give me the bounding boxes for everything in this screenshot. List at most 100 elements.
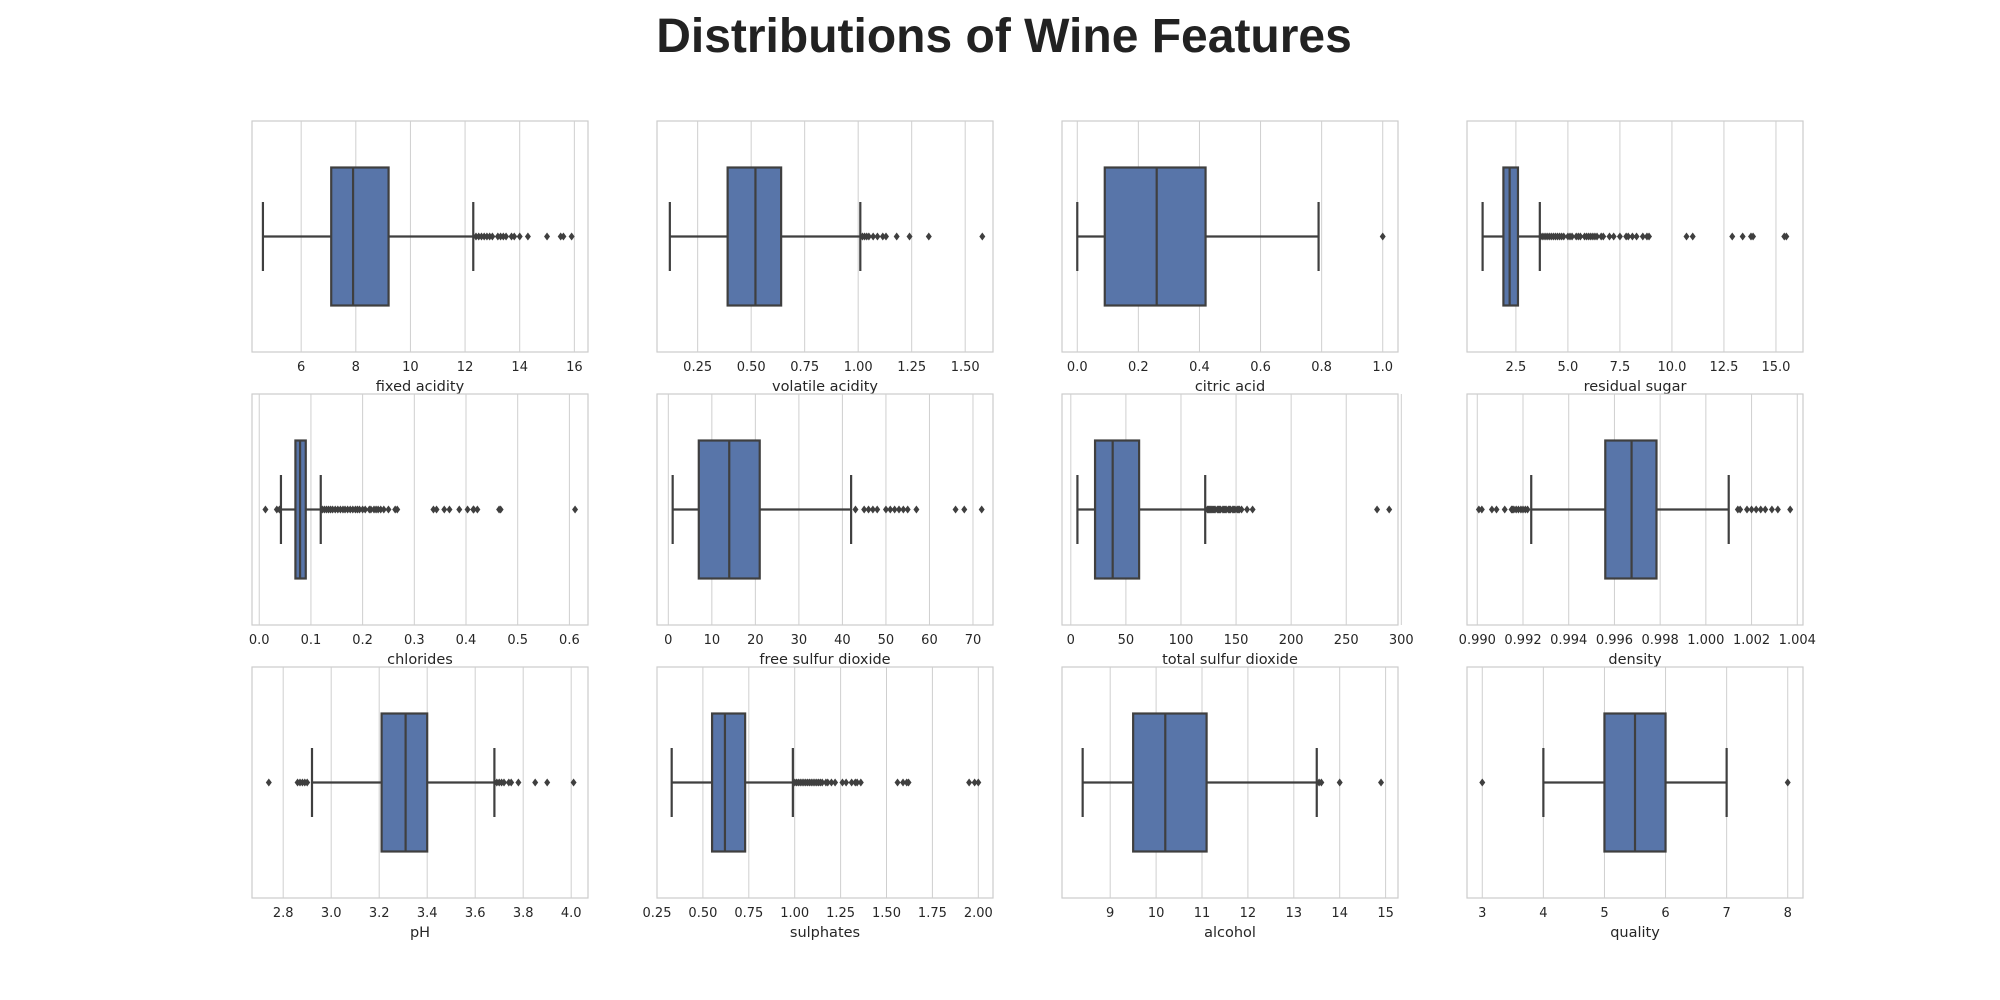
x-tick-label: 0.50 bbox=[737, 360, 766, 375]
x-tick-label: 1.004 bbox=[1779, 633, 1816, 648]
subplot-free-sulfur-dioxide: 0 10 20 30 40 50 60 70 free sulfur dioxide bbox=[656, 393, 994, 668]
x-tick-label: 300 bbox=[1389, 633, 1414, 648]
x-axis-label: free sulfur dioxide bbox=[759, 652, 890, 668]
x-tick-label: 60 bbox=[921, 633, 938, 648]
outlier-marker bbox=[828, 778, 835, 787]
x-tick-label: 15.0 bbox=[1761, 360, 1790, 375]
x-tick-label: 1.75 bbox=[918, 906, 947, 921]
x-tick-label: 1.000 bbox=[1687, 633, 1724, 648]
outlier-marker bbox=[1768, 505, 1775, 514]
outlier-marker bbox=[1629, 232, 1636, 241]
subplot-density: 0.990 0.992 0.994 0.996 0.998 1.000 1.002 1.004… bbox=[1459, 393, 1816, 668]
x-tick-label: 3.4 bbox=[417, 906, 438, 921]
x-tick-label: 0.1 bbox=[301, 633, 322, 648]
outlier-marker bbox=[1784, 778, 1791, 787]
x-tick-label: 0.4 bbox=[1189, 360, 1210, 375]
outlier-marker bbox=[861, 505, 868, 514]
x-tick-label: 1.50 bbox=[872, 906, 901, 921]
x-tick-label: 150 bbox=[1224, 633, 1249, 648]
outlier-marker bbox=[276, 505, 283, 514]
x-tick-label: 8 bbox=[1784, 906, 1792, 921]
x-tick-label: 12.5 bbox=[1709, 360, 1738, 375]
x-tick-label: 0.992 bbox=[1504, 633, 1541, 648]
outlier-marker bbox=[1478, 505, 1485, 514]
x-tick-label: 0.6 bbox=[1250, 360, 1271, 375]
x-tick-label: 10 bbox=[704, 633, 721, 648]
outlier-marker bbox=[1639, 232, 1646, 241]
outlier-marker bbox=[1625, 232, 1632, 241]
x-tick-label: 20 bbox=[747, 633, 764, 648]
x-tick-label: 50 bbox=[878, 633, 895, 648]
x-tick-label: 1.002 bbox=[1733, 633, 1770, 648]
subplot-volatile-acidity: 0.25 0.50 0.75 1.00 1.25 1.50 volatile acidity bbox=[656, 120, 994, 395]
outlier-marker bbox=[1378, 778, 1385, 787]
outlier-marker bbox=[1610, 232, 1617, 241]
outlier-marker bbox=[1774, 505, 1781, 514]
outlier-marker bbox=[515, 778, 522, 787]
x-tick-label: 200 bbox=[1279, 633, 1304, 648]
x-tick-label: 4.0 bbox=[561, 906, 582, 921]
outlier-marker bbox=[1633, 232, 1640, 241]
outlier-marker bbox=[516, 232, 523, 241]
x-tick-label: 14 bbox=[1331, 906, 1348, 921]
outlier-marker bbox=[887, 505, 894, 514]
outlier-marker bbox=[832, 778, 839, 787]
outlier-marker bbox=[385, 505, 392, 514]
outlier-marker bbox=[356, 505, 363, 514]
outlier-marker bbox=[819, 778, 826, 787]
x-tick-label: 1.00 bbox=[844, 360, 873, 375]
outlier-marker bbox=[1750, 232, 1757, 241]
outlier-marker bbox=[966, 778, 973, 787]
outlier-marker bbox=[906, 232, 913, 241]
outlier-marker bbox=[978, 505, 985, 514]
x-tick-label: 6 bbox=[1661, 906, 1669, 921]
x-tick-label: 8 bbox=[352, 360, 360, 375]
subplot-sulphates: 0.25 0.50 0.75 1.00 1.25 1.50 1.75 2.00 sulphate… bbox=[643, 666, 994, 941]
outlier-marker bbox=[895, 505, 902, 514]
x-tick-label: 0.8 bbox=[1311, 360, 1332, 375]
figure-title: Distributions of Wine Features bbox=[656, 10, 1352, 63]
x-tick-label: 5.0 bbox=[1558, 360, 1579, 375]
outlier-marker bbox=[1616, 232, 1623, 241]
x-tick-label: 30 bbox=[791, 633, 808, 648]
x-axis-label: volatile acidity bbox=[772, 379, 878, 395]
x-axis-label: citric acid bbox=[1195, 379, 1265, 395]
outlier-marker bbox=[544, 778, 551, 787]
outlier-marker bbox=[1244, 505, 1251, 514]
outlier-marker bbox=[1594, 232, 1601, 241]
outlier-marker bbox=[1374, 505, 1381, 514]
x-tick-label: 7.5 bbox=[1610, 360, 1631, 375]
outlier-marker bbox=[1729, 232, 1736, 241]
outlier-marker bbox=[489, 232, 496, 241]
x-tick-label: 0.6 bbox=[559, 633, 580, 648]
outlier-marker bbox=[857, 778, 864, 787]
outlier-marker bbox=[570, 778, 577, 787]
outlier-marker bbox=[474, 505, 481, 514]
outlier-marker bbox=[848, 778, 855, 787]
outlier-marker bbox=[1479, 778, 1486, 787]
iqr-box bbox=[330, 166, 390, 307]
x-tick-label: 0.2 bbox=[1128, 360, 1149, 375]
x-tick-label: 3 bbox=[1478, 906, 1486, 921]
x-tick-label: 10 bbox=[402, 360, 419, 375]
outlier-marker bbox=[362, 505, 369, 514]
x-tick-label: 0.990 bbox=[1459, 633, 1496, 648]
outlier-marker bbox=[508, 778, 515, 787]
outlier-marker bbox=[456, 505, 463, 514]
outlier-marker bbox=[1737, 505, 1744, 514]
x-tick-label: 0.996 bbox=[1596, 633, 1633, 648]
x-tick-label: 2.8 bbox=[273, 906, 294, 921]
x-tick-label: 0.75 bbox=[734, 906, 763, 921]
outlier-marker bbox=[377, 505, 384, 514]
outlier-marker bbox=[979, 232, 986, 241]
outlier-marker bbox=[1600, 232, 1607, 241]
iqr-box bbox=[380, 712, 429, 853]
outlier-marker bbox=[1569, 232, 1576, 241]
x-tick-label: 10 bbox=[1148, 906, 1165, 921]
outlier-marker bbox=[1689, 232, 1696, 241]
outlier-marker bbox=[874, 232, 881, 241]
outlier-marker bbox=[1238, 505, 1245, 514]
x-tick-label: 9 bbox=[1106, 906, 1114, 921]
outlier-marker bbox=[446, 505, 453, 514]
outlier-marker bbox=[511, 232, 518, 241]
